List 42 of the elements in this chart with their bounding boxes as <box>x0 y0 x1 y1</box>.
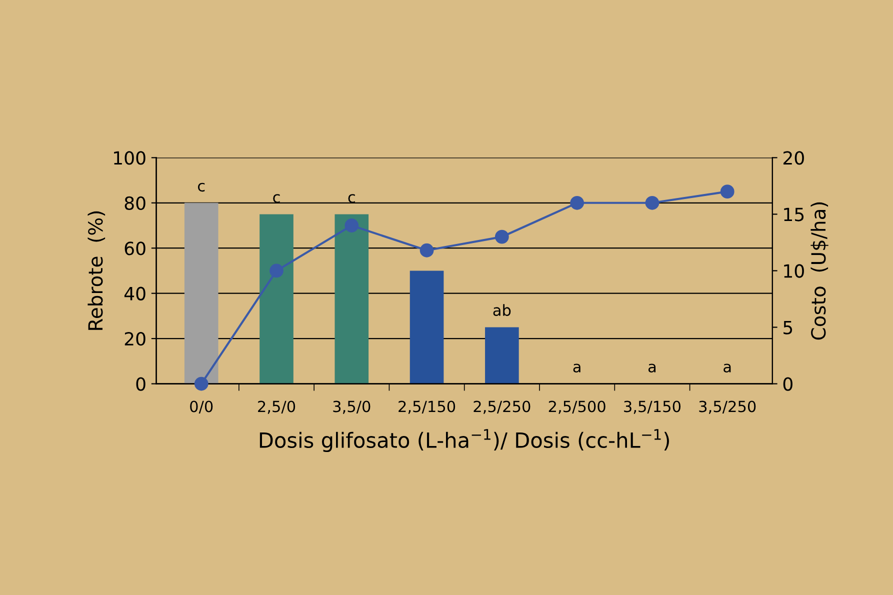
y-tick-label: 80 <box>124 196 146 210</box>
x-tick-label: 2,5/0 <box>258 400 296 414</box>
point <box>720 184 734 199</box>
x-tick-label: 2,5/250 <box>474 400 530 414</box>
x-tick-label: 3,5/0 <box>333 400 370 414</box>
y2-tick-label: 0 <box>783 377 792 391</box>
point <box>570 196 584 210</box>
bar <box>334 214 369 384</box>
bar <box>410 270 444 384</box>
point <box>344 218 359 232</box>
y-tick-label: 20 <box>124 332 146 346</box>
y-tick-label: 100 <box>114 151 146 165</box>
bar <box>184 202 218 384</box>
point <box>420 243 434 258</box>
x-tick-label: 2,5/500 <box>548 400 606 414</box>
x-tick-label: 2,5/150 <box>398 400 456 414</box>
data-label: a <box>573 364 580 372</box>
y2-tick-label: 15 <box>784 208 804 222</box>
point <box>645 196 660 210</box>
x-tick-label: 0/0 <box>190 400 213 414</box>
point <box>494 230 509 244</box>
data-label: a <box>648 364 656 372</box>
data-label: c <box>273 194 280 203</box>
data-label: c <box>348 194 355 203</box>
x-tick-label: 3,5/250 <box>699 400 756 414</box>
point <box>270 264 284 278</box>
data-label: a <box>724 364 731 372</box>
y-tick-label: 0 <box>136 377 146 391</box>
y-axis-title: Rebrote (%) <box>88 211 106 330</box>
y-tick-label: 40 <box>124 286 146 300</box>
y2-tick-label: 10 <box>784 264 804 278</box>
y-tick-label: 60 <box>124 242 146 256</box>
y2-tick-label: 5 <box>784 320 792 334</box>
y2-axis-title: Costo (U$/ha) <box>810 202 828 340</box>
y2-tick-label: 20 <box>783 151 804 165</box>
point <box>194 376 208 391</box>
data-label: c <box>198 182 205 192</box>
data-label: ab <box>493 304 511 316</box>
bar <box>260 214 294 384</box>
x-axis-title: Dosis glifosato (L-ha$^{−1}$)/ Dosis (cc-hL$^{−1}$) <box>260 429 669 452</box>
bar <box>485 327 519 384</box>
x-tick-label: 3,5/150 <box>624 400 681 414</box>
